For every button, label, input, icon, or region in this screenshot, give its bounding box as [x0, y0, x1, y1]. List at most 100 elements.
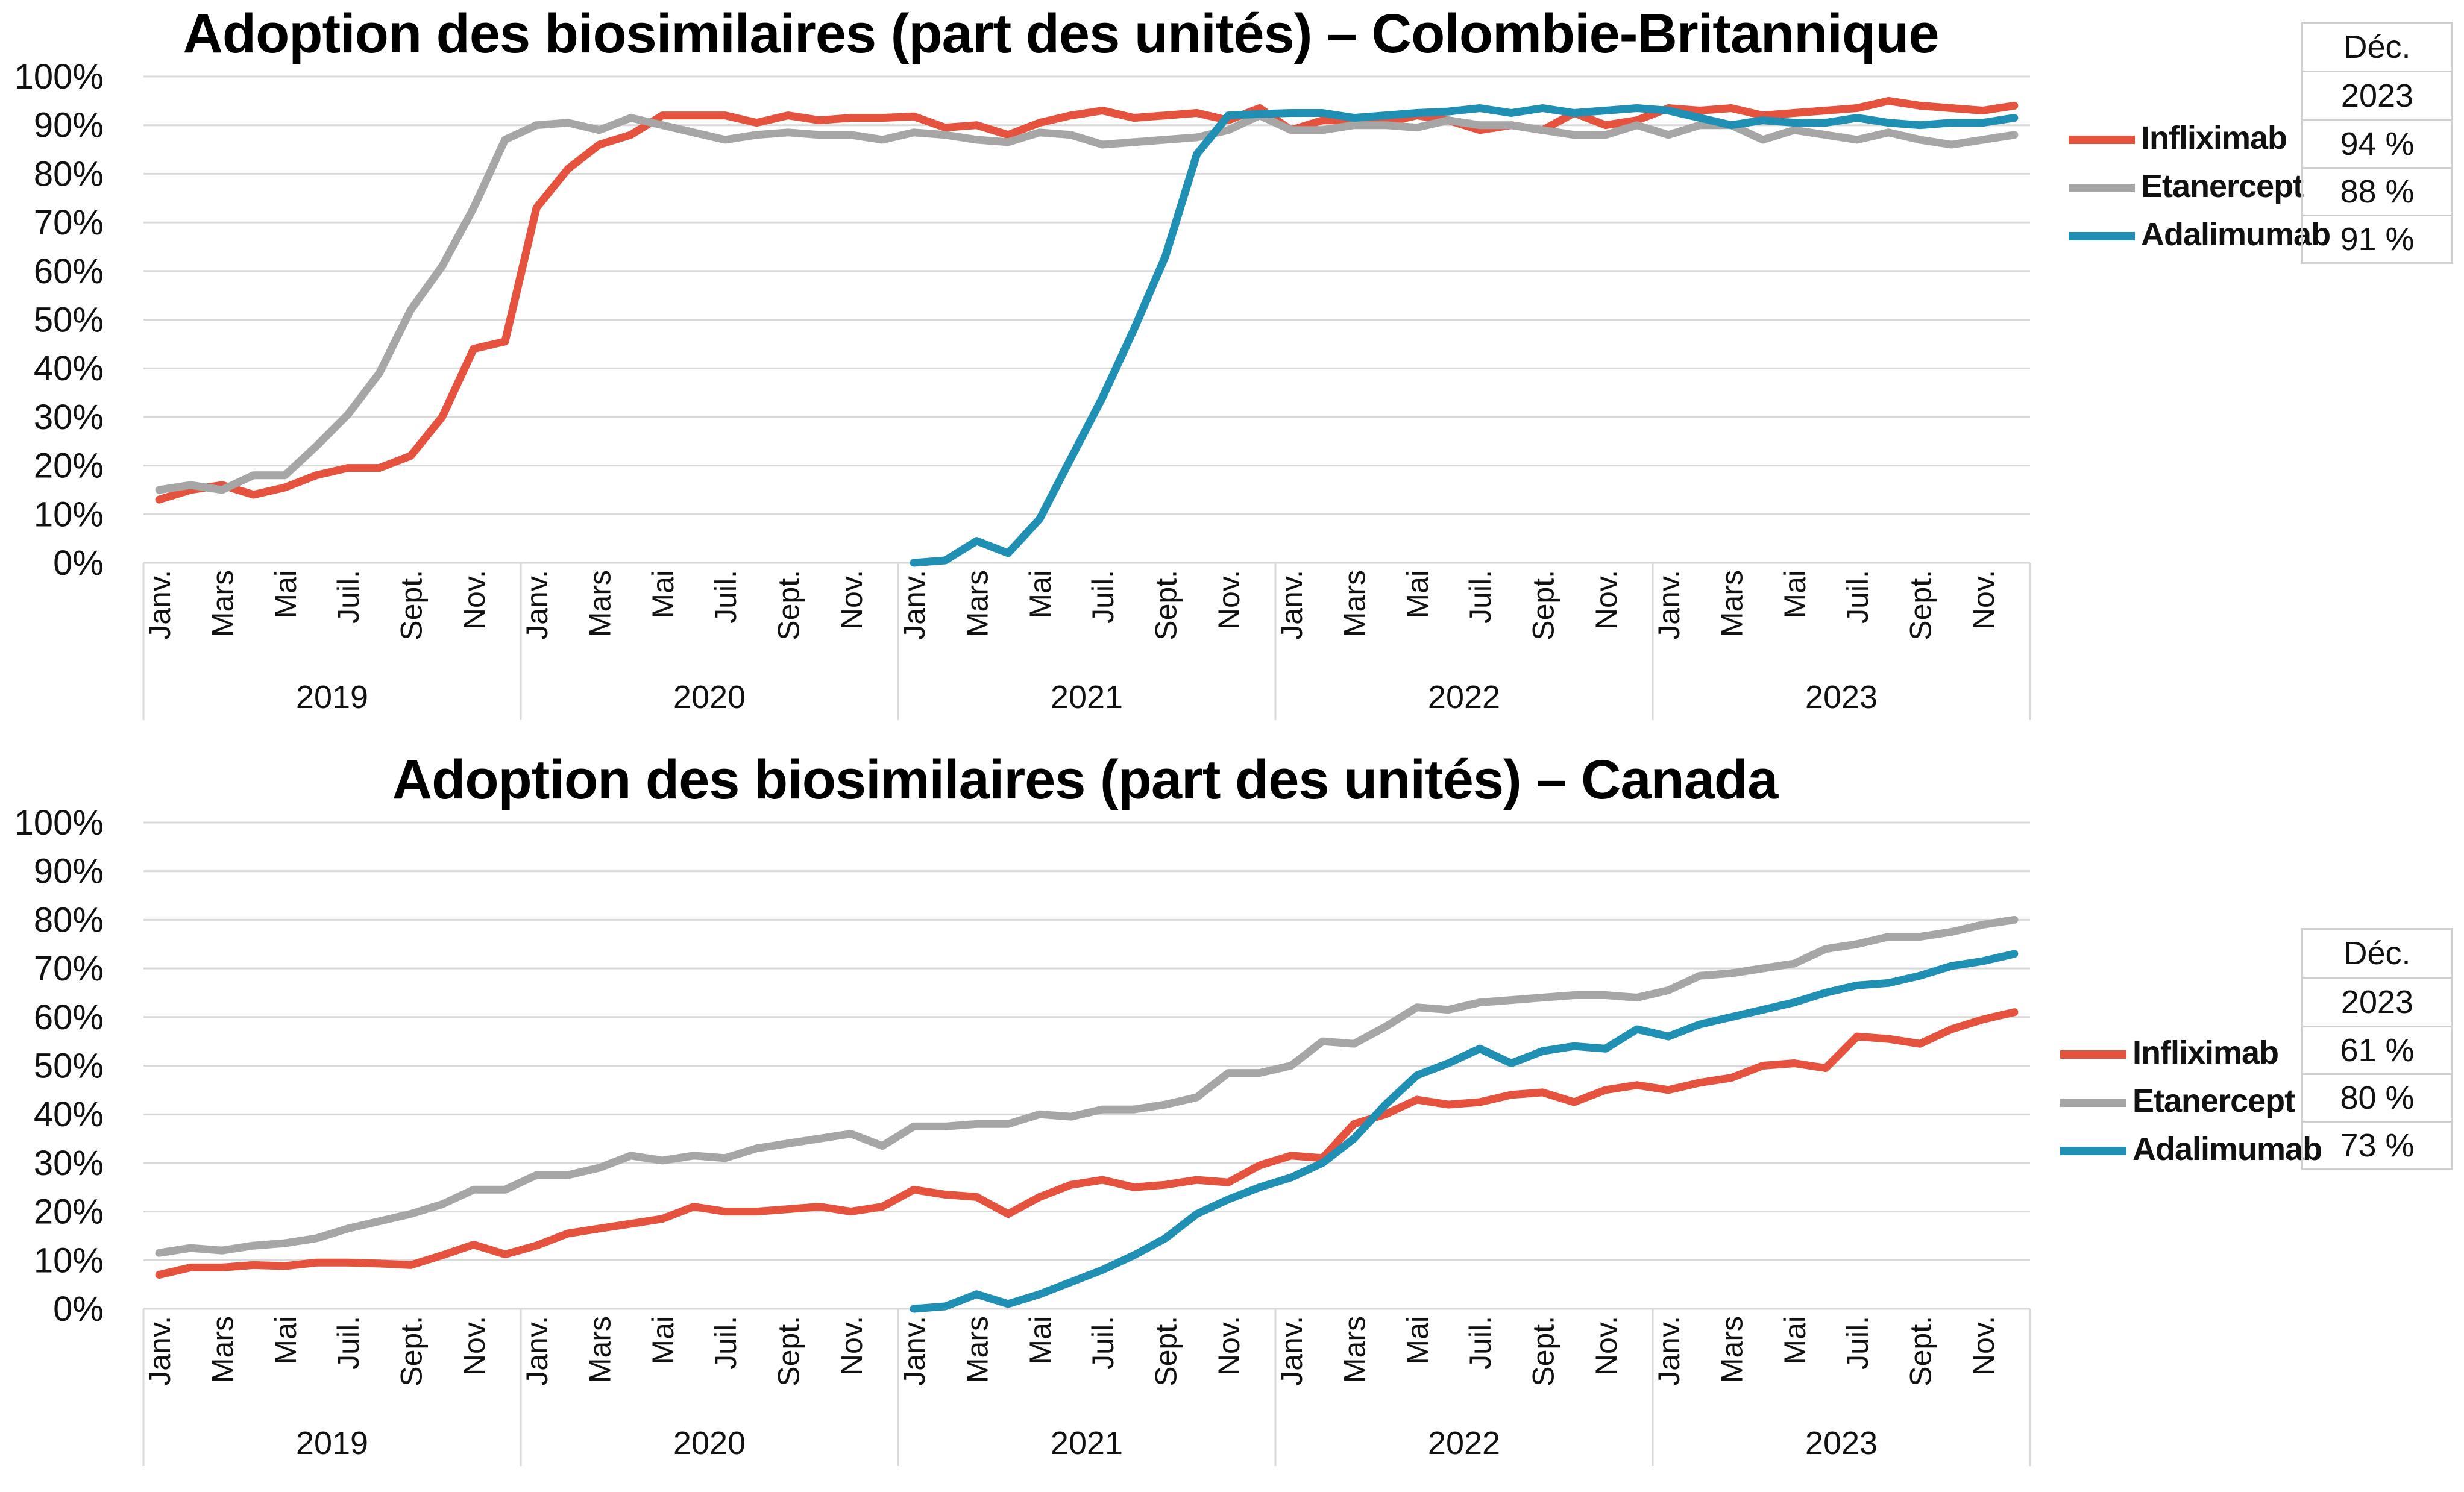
data-point-adalimumab	[1036, 515, 1043, 523]
data-point-etanercept	[1947, 928, 1955, 936]
data-point-infliximab	[816, 116, 823, 124]
data-point-infliximab	[753, 1208, 761, 1215]
data-point-adalimumab	[1601, 107, 1609, 114]
data-point-etanercept	[690, 128, 697, 136]
legend-swatch-etanercept	[2069, 184, 2135, 192]
data-point-etanercept	[1413, 1003, 1421, 1011]
data-point-etanercept	[1193, 133, 1201, 141]
data-point-etanercept	[438, 262, 446, 270]
y-tick-label: 20%	[34, 447, 104, 486]
data-point-etanercept	[407, 1210, 415, 1218]
chart-title: Adoption des biosimilaires (part des uni…	[183, 3, 1939, 64]
data-point-infliximab	[281, 1262, 289, 1270]
data-point-etanercept	[1885, 128, 1893, 136]
data-point-infliximab	[1979, 107, 1987, 114]
x-tick-label: Juil.	[1463, 570, 1497, 624]
x-tick-label: Janv.	[143, 570, 177, 640]
data-point-etanercept	[407, 306, 415, 314]
data-point-infliximab	[1507, 1091, 1515, 1099]
x-tick-label: Mai	[1023, 570, 1057, 619]
data-point-adalimumab	[1413, 109, 1421, 117]
data-point-etanercept	[1633, 994, 1641, 1001]
x-tick-label: Nov.	[1967, 570, 2000, 630]
data-point-etanercept	[1287, 126, 1295, 134]
data-point-etanercept	[1665, 131, 1673, 139]
x-tick-label: Nov.	[1212, 570, 1246, 630]
data-point-etanercept	[1821, 945, 1829, 953]
data-point-etanercept	[533, 1171, 541, 1179]
x-tick-label: Sept.	[1526, 1316, 1560, 1387]
data-point-etanercept	[1256, 1069, 1263, 1077]
data-point-infliximab	[1287, 1152, 1295, 1159]
x-tick-label: Mars	[206, 570, 239, 637]
data-point-etanercept	[1601, 131, 1609, 139]
data-point-adalimumab	[1476, 1045, 1484, 1053]
legend-swatch-etanercept	[2060, 1099, 2126, 1107]
x-tick-label: Mai	[269, 1316, 303, 1365]
data-point-etanercept	[1633, 121, 1641, 129]
data-point-infliximab	[250, 1261, 257, 1269]
legend-item-adalimumab: Adalimumab	[2060, 1126, 2422, 1174]
data-point-adalimumab	[1696, 114, 1704, 122]
data-point-adalimumab	[1570, 109, 1578, 117]
legend-swatch-infliximab	[2069, 136, 2135, 144]
data-point-infliximab	[1539, 1088, 1547, 1096]
data-point-infliximab	[376, 464, 383, 472]
data-point-etanercept	[910, 1123, 918, 1130]
data-point-infliximab	[847, 1208, 855, 1215]
data-point-etanercept	[1036, 128, 1043, 136]
data-point-infliximab	[816, 1203, 823, 1211]
data-point-infliximab	[690, 111, 697, 119]
data-point-infliximab	[878, 114, 886, 122]
data-point-etanercept	[1381, 121, 1389, 129]
data-point-etanercept	[941, 131, 949, 139]
data-point-etanercept	[690, 1152, 697, 1159]
data-point-etanercept	[1161, 1101, 1169, 1109]
year-label: 2021	[1051, 1425, 1123, 1461]
x-tick-label: Juil.	[1086, 1316, 1120, 1370]
data-point-etanercept	[1287, 1062, 1295, 1070]
data-point-etanercept	[564, 1171, 572, 1179]
x-tick-label: Mars	[960, 1316, 994, 1383]
x-tick-label: Janv.	[1652, 1316, 1686, 1386]
legend-label: Etanercept	[2132, 1083, 2295, 1119]
x-tick-label: Sept.	[1903, 1316, 1937, 1387]
x-tick-label: Nov.	[835, 570, 869, 630]
x-tick-label: Mai	[269, 570, 303, 619]
data-point-etanercept	[847, 1130, 855, 1138]
data-point-etanercept	[596, 126, 603, 134]
y-tick-label: 50%	[34, 1047, 104, 1086]
x-tick-label: Nov.	[457, 570, 491, 630]
x-tick-label: Janv.	[520, 1316, 554, 1386]
data-point-etanercept	[187, 1244, 195, 1252]
table-header-year: 2023	[2301, 977, 2453, 1027]
data-point-etanercept	[1350, 121, 1358, 129]
data-point-adalimumab	[1727, 1013, 1735, 1021]
data-point-etanercept	[1885, 933, 1893, 941]
table-header-year: 2023	[2301, 71, 2453, 121]
legend-item-etanercept: Etanercept	[2060, 1077, 2422, 1126]
data-point-etanercept	[312, 1235, 320, 1242]
data-point-etanercept	[1004, 138, 1012, 146]
data-point-etanercept	[1916, 136, 1924, 143]
legend-item-adalimumab: Adalimumab	[2069, 211, 2430, 259]
data-point-adalimumab	[1821, 989, 1829, 997]
data-point-infliximab	[1444, 1101, 1452, 1109]
data-point-adalimumab	[1381, 1101, 1389, 1109]
data-point-adalimumab	[1947, 962, 1955, 970]
x-tick-label: Juil.	[332, 1316, 365, 1370]
x-tick-label: Juil.	[332, 570, 365, 624]
data-point-infliximab	[501, 337, 509, 345]
x-tick-label: Mai	[1778, 1316, 1812, 1365]
data-point-etanercept	[501, 1186, 509, 1194]
data-point-etanercept	[658, 1156, 666, 1164]
data-point-infliximab	[1727, 1074, 1735, 1082]
data-point-adalimumab	[1633, 104, 1641, 112]
x-tick-label: Mai	[1401, 1316, 1435, 1365]
data-point-etanercept	[376, 369, 383, 377]
data-point-adalimumab	[1224, 111, 1232, 119]
data-point-infliximab	[1916, 1040, 1924, 1048]
dec-2023-value-table: Déc. 2023 61 % 80 % 73 %	[2301, 928, 2453, 1170]
data-point-adalimumab	[910, 1305, 918, 1312]
data-point-infliximab	[501, 1250, 509, 1258]
